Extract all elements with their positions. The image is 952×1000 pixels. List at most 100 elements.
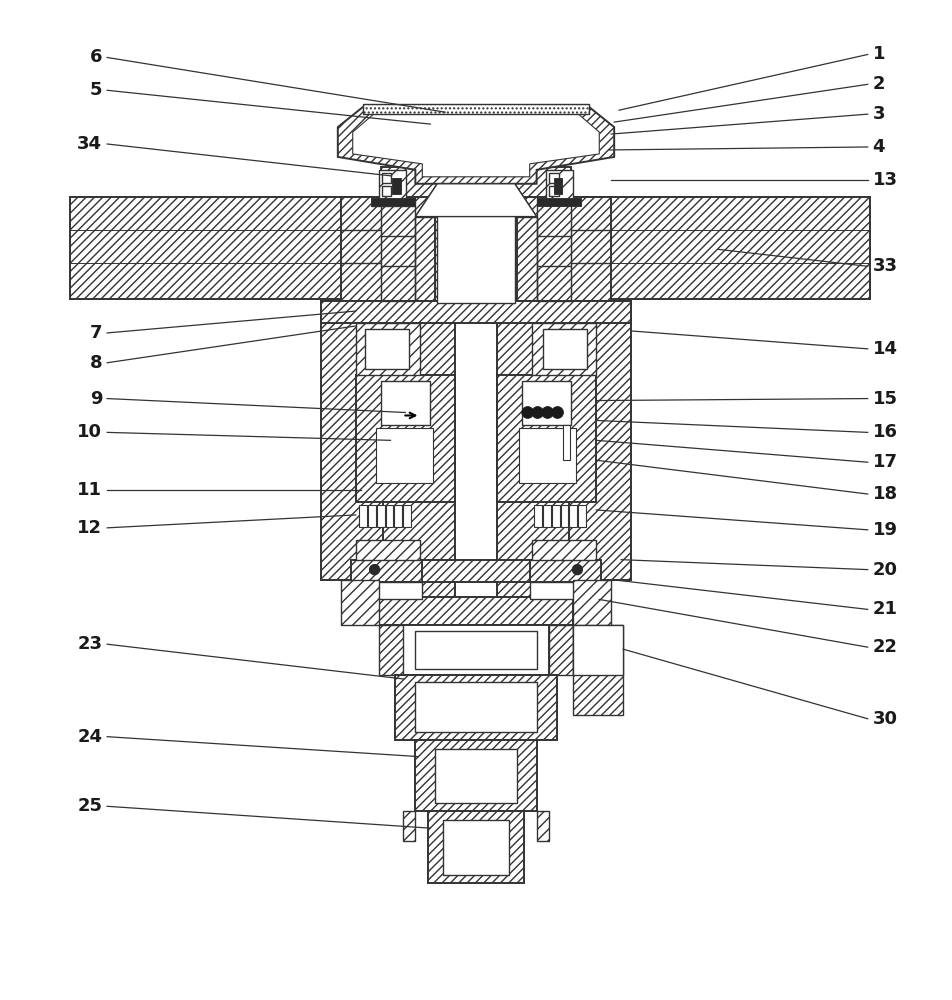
Circle shape: [551, 407, 564, 418]
Text: 9: 9: [89, 390, 102, 408]
Bar: [379, 170, 407, 202]
Bar: [392, 178, 402, 194]
Bar: [561, 505, 568, 527]
Text: 12: 12: [77, 519, 102, 537]
Text: 7: 7: [89, 324, 102, 342]
Bar: [551, 505, 560, 527]
Bar: [531, 540, 596, 560]
Bar: [382, 173, 391, 183]
Text: 11: 11: [77, 481, 102, 499]
Bar: [356, 540, 421, 560]
Text: 30: 30: [873, 710, 898, 728]
Text: 19: 19: [873, 521, 898, 539]
Text: 24: 24: [77, 728, 102, 746]
Text: 34: 34: [77, 135, 102, 153]
Bar: [341, 580, 379, 625]
Bar: [548, 625, 573, 675]
Circle shape: [572, 565, 583, 575]
Bar: [377, 505, 385, 527]
Bar: [564, 425, 570, 460]
Bar: [350, 582, 423, 599]
Bar: [517, 197, 611, 301]
Text: 6: 6: [89, 48, 102, 66]
Bar: [573, 580, 611, 625]
Bar: [356, 560, 596, 582]
Text: 14: 14: [873, 340, 898, 358]
Text: 1: 1: [873, 45, 885, 63]
Bar: [365, 329, 409, 369]
Bar: [415, 740, 537, 811]
Bar: [395, 675, 557, 740]
Circle shape: [369, 565, 380, 575]
Text: 16: 16: [873, 423, 898, 441]
Bar: [404, 505, 411, 527]
Bar: [519, 428, 576, 483]
Bar: [548, 173, 559, 183]
Bar: [534, 505, 542, 527]
Bar: [415, 631, 537, 669]
Bar: [428, 811, 524, 883]
Bar: [564, 197, 870, 299]
Bar: [569, 301, 631, 580]
Bar: [548, 186, 559, 196]
Text: 20: 20: [873, 561, 898, 579]
Bar: [321, 301, 383, 580]
Bar: [359, 505, 367, 527]
Text: 15: 15: [873, 390, 898, 408]
Bar: [531, 323, 596, 375]
Bar: [497, 167, 571, 609]
Bar: [404, 625, 548, 675]
Text: 13: 13: [873, 171, 898, 189]
Bar: [545, 170, 573, 202]
Bar: [394, 505, 403, 527]
Text: 10: 10: [77, 423, 102, 441]
Text: 17: 17: [873, 453, 898, 471]
Bar: [367, 505, 376, 527]
Bar: [379, 625, 404, 675]
Bar: [382, 186, 391, 196]
Text: 22: 22: [873, 638, 898, 656]
Bar: [497, 375, 596, 502]
Circle shape: [542, 407, 553, 418]
Text: 25: 25: [77, 797, 102, 815]
Text: 23: 23: [77, 635, 102, 653]
Bar: [553, 178, 563, 194]
Polygon shape: [353, 114, 599, 177]
Bar: [569, 505, 578, 527]
Text: 33: 33: [873, 257, 898, 275]
Bar: [356, 375, 455, 502]
Bar: [381, 167, 455, 609]
Bar: [543, 505, 550, 527]
Bar: [350, 560, 423, 582]
Bar: [573, 625, 624, 715]
Circle shape: [522, 407, 534, 418]
Bar: [543, 329, 587, 369]
Bar: [321, 301, 631, 323]
Bar: [444, 820, 508, 875]
Bar: [363, 104, 589, 114]
Bar: [381, 381, 430, 425]
Bar: [415, 682, 537, 732]
Text: 4: 4: [873, 138, 885, 156]
Bar: [376, 428, 433, 483]
Bar: [529, 560, 602, 582]
Bar: [435, 749, 517, 803]
Bar: [341, 197, 435, 301]
Bar: [529, 582, 602, 599]
Bar: [537, 811, 548, 841]
Text: 3: 3: [873, 105, 885, 123]
Bar: [404, 811, 415, 841]
Bar: [573, 625, 624, 675]
Bar: [370, 198, 415, 206]
Bar: [379, 597, 573, 625]
Text: 8: 8: [89, 354, 102, 372]
Polygon shape: [415, 184, 537, 217]
Text: 18: 18: [873, 485, 898, 503]
Bar: [70, 197, 388, 299]
Circle shape: [531, 407, 544, 418]
Polygon shape: [338, 107, 614, 184]
Bar: [579, 505, 586, 527]
Text: 2: 2: [873, 75, 885, 93]
Text: 5: 5: [89, 81, 102, 99]
Bar: [522, 381, 571, 425]
